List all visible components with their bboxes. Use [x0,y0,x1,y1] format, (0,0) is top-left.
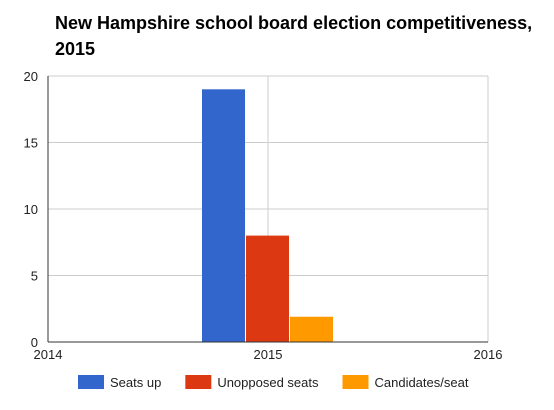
bars [202,89,333,342]
bar-unopposed-seats [246,235,289,342]
legend-swatch-unopposed-seats [185,375,212,389]
legend-label-unopposed-seats: Unopposed seats [217,375,319,390]
y-tick-label: 10 [24,202,38,217]
x-tick-label: 2016 [474,347,503,362]
y-tick-label: 0 [31,335,38,350]
legend-swatch-seats-up [78,375,104,389]
y-tick-label: 5 [31,269,38,284]
legend-label-seats-up: Seats up [110,375,161,390]
legend-label-candidates-seat: Candidates/seat [374,375,468,390]
x-tick-label: 2015 [254,347,283,362]
axes [47,76,488,343]
legend-swatch-candidates-seat [342,375,369,389]
y-tick-label: 15 [24,136,38,151]
legend: Seats up Unopposed seats Candidates/seat [78,375,469,390]
x-axis-ticks: 2014 2015 2016 [34,347,503,362]
bar-candidates-seat [290,316,333,342]
chart-title: New Hampshire school board election comp… [55,13,533,59]
x-tick-label: 2014 [34,347,63,362]
y-tick-label: 20 [24,69,38,84]
bar-seats-up [202,89,245,342]
y-axis-ticks: 0 5 10 15 20 [24,69,38,350]
